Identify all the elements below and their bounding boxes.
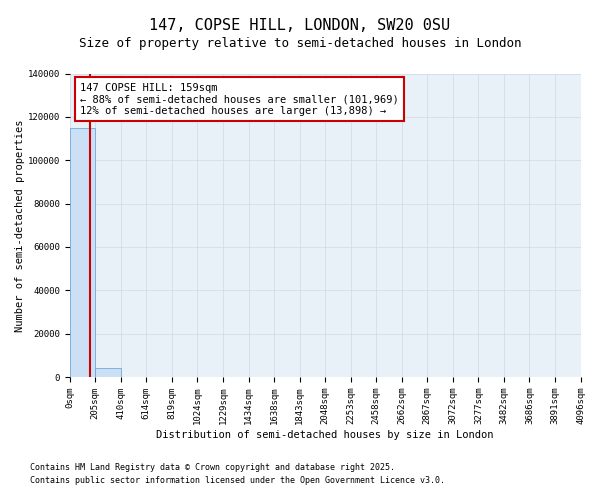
Y-axis label: Number of semi-detached properties: Number of semi-detached properties [15, 119, 25, 332]
Text: 147, COPSE HILL, LONDON, SW20 0SU: 147, COPSE HILL, LONDON, SW20 0SU [149, 18, 451, 32]
Text: Contains HM Land Registry data © Crown copyright and database right 2025.: Contains HM Land Registry data © Crown c… [30, 464, 395, 472]
Text: 147 COPSE HILL: 159sqm
← 88% of semi-detached houses are smaller (101,969)
12% o: 147 COPSE HILL: 159sqm ← 88% of semi-det… [80, 82, 399, 116]
Bar [95, 368, 121, 377]
Text: Contains public sector information licensed under the Open Government Licence v3: Contains public sector information licen… [30, 476, 445, 485]
Bar [70, 128, 95, 377]
X-axis label: Distribution of semi-detached houses by size in London: Distribution of semi-detached houses by … [157, 430, 494, 440]
Text: Size of property relative to semi-detached houses in London: Size of property relative to semi-detach… [79, 38, 521, 51]
